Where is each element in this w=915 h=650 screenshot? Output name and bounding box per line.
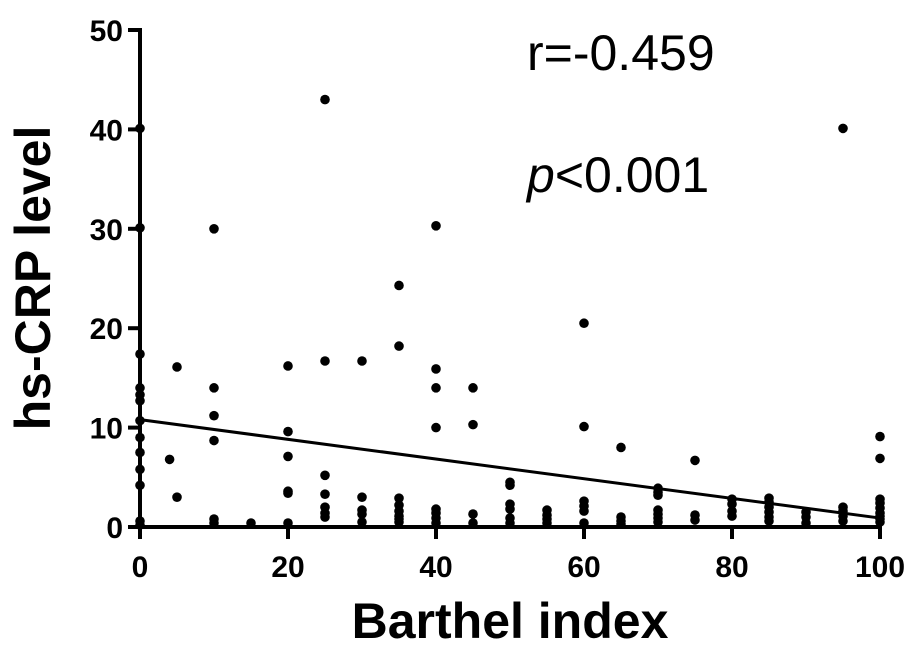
data-point [135, 223, 145, 233]
data-point [209, 435, 219, 446]
data-point [764, 516, 774, 526]
data-point [505, 480, 515, 491]
data-point [579, 518, 589, 528]
data-point [579, 318, 589, 329]
data-point [357, 517, 367, 527]
data-point [394, 493, 404, 503]
x-tick-label: 0 [132, 551, 149, 584]
data-point [431, 221, 441, 231]
data-point [135, 432, 145, 443]
data-point [431, 364, 441, 374]
data-point [690, 455, 700, 466]
data-point [320, 94, 330, 105]
data-point [579, 506, 589, 516]
data-point [135, 349, 145, 359]
data-point [135, 395, 145, 406]
data-point [135, 123, 145, 134]
data-point [135, 383, 145, 393]
data-point [875, 517, 885, 527]
data-point [135, 520, 145, 530]
data-point [505, 518, 515, 528]
x-tick-label: 80 [715, 551, 748, 584]
data-point [209, 383, 219, 393]
y-tick-label: 10 [90, 413, 123, 446]
data-point [468, 518, 478, 528]
data-point [394, 280, 404, 291]
data-point [209, 224, 219, 234]
data-point [394, 341, 404, 351]
y-axis-title: hs-CRP level [5, 126, 61, 431]
x-tick-label: 100 [855, 551, 905, 584]
ticks: 0 10 20 30 40 50 0 20 40 60 80 100 [90, 15, 905, 584]
data-point [283, 426, 293, 437]
data-point [320, 470, 330, 481]
data-point [653, 490, 663, 500]
y-tick-label: 40 [90, 114, 123, 147]
data-point [616, 442, 626, 453]
data-point [209, 410, 219, 421]
data-point [690, 515, 700, 525]
data-point [209, 518, 219, 528]
data-point [246, 518, 256, 528]
data-point [320, 356, 330, 366]
data-point [357, 509, 367, 519]
data-point [172, 362, 182, 372]
data-point [135, 447, 145, 458]
y-tick-label: 30 [90, 214, 123, 247]
data-point [579, 421, 589, 432]
data-point [320, 489, 330, 499]
data-point [505, 504, 515, 514]
data-point [727, 499, 737, 509]
data-point [357, 492, 367, 502]
data-point [283, 488, 293, 499]
data-point [431, 422, 441, 433]
data-point [468, 383, 478, 393]
p-value-symbol: p [525, 147, 555, 203]
x-tick-label: 20 [271, 551, 304, 584]
data-point [320, 512, 330, 522]
data-point [875, 431, 885, 442]
axes [138, 28, 882, 529]
data-point [135, 480, 145, 491]
data-point [431, 518, 441, 528]
data-point [468, 419, 478, 430]
x-tick-label: 40 [419, 551, 452, 584]
data-point [283, 361, 293, 371]
regression-line [139, 418, 881, 520]
data-point [394, 517, 404, 527]
p-value-annotation: p<0.001 [525, 147, 709, 203]
data-point [172, 492, 182, 502]
data-point [468, 509, 478, 519]
p-value-text: <0.001 [555, 147, 709, 203]
data-point [542, 518, 552, 528]
x-tick-label: 60 [567, 551, 600, 584]
data-point [357, 356, 367, 366]
data-point [135, 464, 145, 475]
data-point [431, 383, 441, 393]
data-point [653, 517, 663, 527]
data-point [875, 453, 885, 464]
data-point [164, 454, 175, 465]
data-point [283, 451, 293, 462]
data-points [135, 94, 885, 530]
correlation-annotation: r=-0.459 [527, 25, 715, 81]
data-point [838, 516, 848, 526]
data-point [838, 123, 848, 134]
y-tick-label: 20 [90, 313, 123, 346]
x-axis-title: Barthel index [352, 593, 669, 649]
y-tick-label: 50 [90, 15, 123, 48]
y-tick-label: 0 [106, 512, 123, 545]
data-point [801, 518, 811, 528]
data-point [727, 511, 737, 521]
data-point [616, 519, 626, 529]
data-point [283, 518, 293, 528]
